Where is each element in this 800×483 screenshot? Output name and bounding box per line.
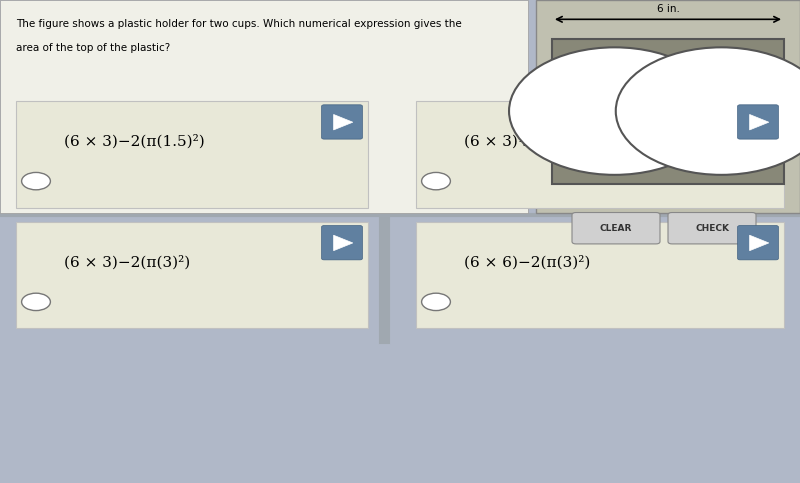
FancyBboxPatch shape [738, 226, 778, 260]
FancyBboxPatch shape [572, 213, 660, 244]
Circle shape [22, 172, 50, 190]
Circle shape [616, 47, 800, 175]
Text: The figure shows a plastic holder for two cups. Which numerical expression gives: The figure shows a plastic holder for tw… [16, 19, 462, 29]
Text: (6 × 3)−2(π(3)²): (6 × 3)−2(π(3)²) [64, 256, 190, 270]
Text: CHECK: CHECK [695, 224, 729, 233]
Text: (6 × 3)+2(π(1.5)²): (6 × 3)+2(π(1.5)²) [464, 135, 605, 149]
FancyBboxPatch shape [416, 222, 784, 328]
Circle shape [422, 172, 450, 190]
FancyBboxPatch shape [0, 0, 528, 213]
Polygon shape [750, 235, 769, 251]
Polygon shape [750, 114, 769, 130]
Text: 6 in.: 6 in. [657, 4, 679, 14]
Text: (6 × 3)−2(π(1.5)²): (6 × 3)−2(π(1.5)²) [64, 135, 205, 149]
FancyBboxPatch shape [536, 0, 800, 213]
FancyBboxPatch shape [16, 101, 368, 208]
Circle shape [22, 293, 50, 311]
Polygon shape [334, 235, 353, 251]
FancyBboxPatch shape [322, 105, 362, 139]
Polygon shape [334, 114, 353, 130]
FancyBboxPatch shape [552, 39, 784, 184]
FancyBboxPatch shape [416, 101, 784, 208]
Text: area of the top of the plastic?: area of the top of the plastic? [16, 43, 170, 54]
FancyBboxPatch shape [738, 105, 778, 139]
Circle shape [422, 293, 450, 311]
Text: (6 × 6)−2(π(3)²): (6 × 6)−2(π(3)²) [464, 256, 590, 270]
FancyBboxPatch shape [322, 226, 362, 260]
FancyBboxPatch shape [668, 213, 756, 244]
Text: CLEAR: CLEAR [600, 224, 632, 233]
Circle shape [509, 47, 720, 175]
FancyBboxPatch shape [16, 222, 368, 328]
